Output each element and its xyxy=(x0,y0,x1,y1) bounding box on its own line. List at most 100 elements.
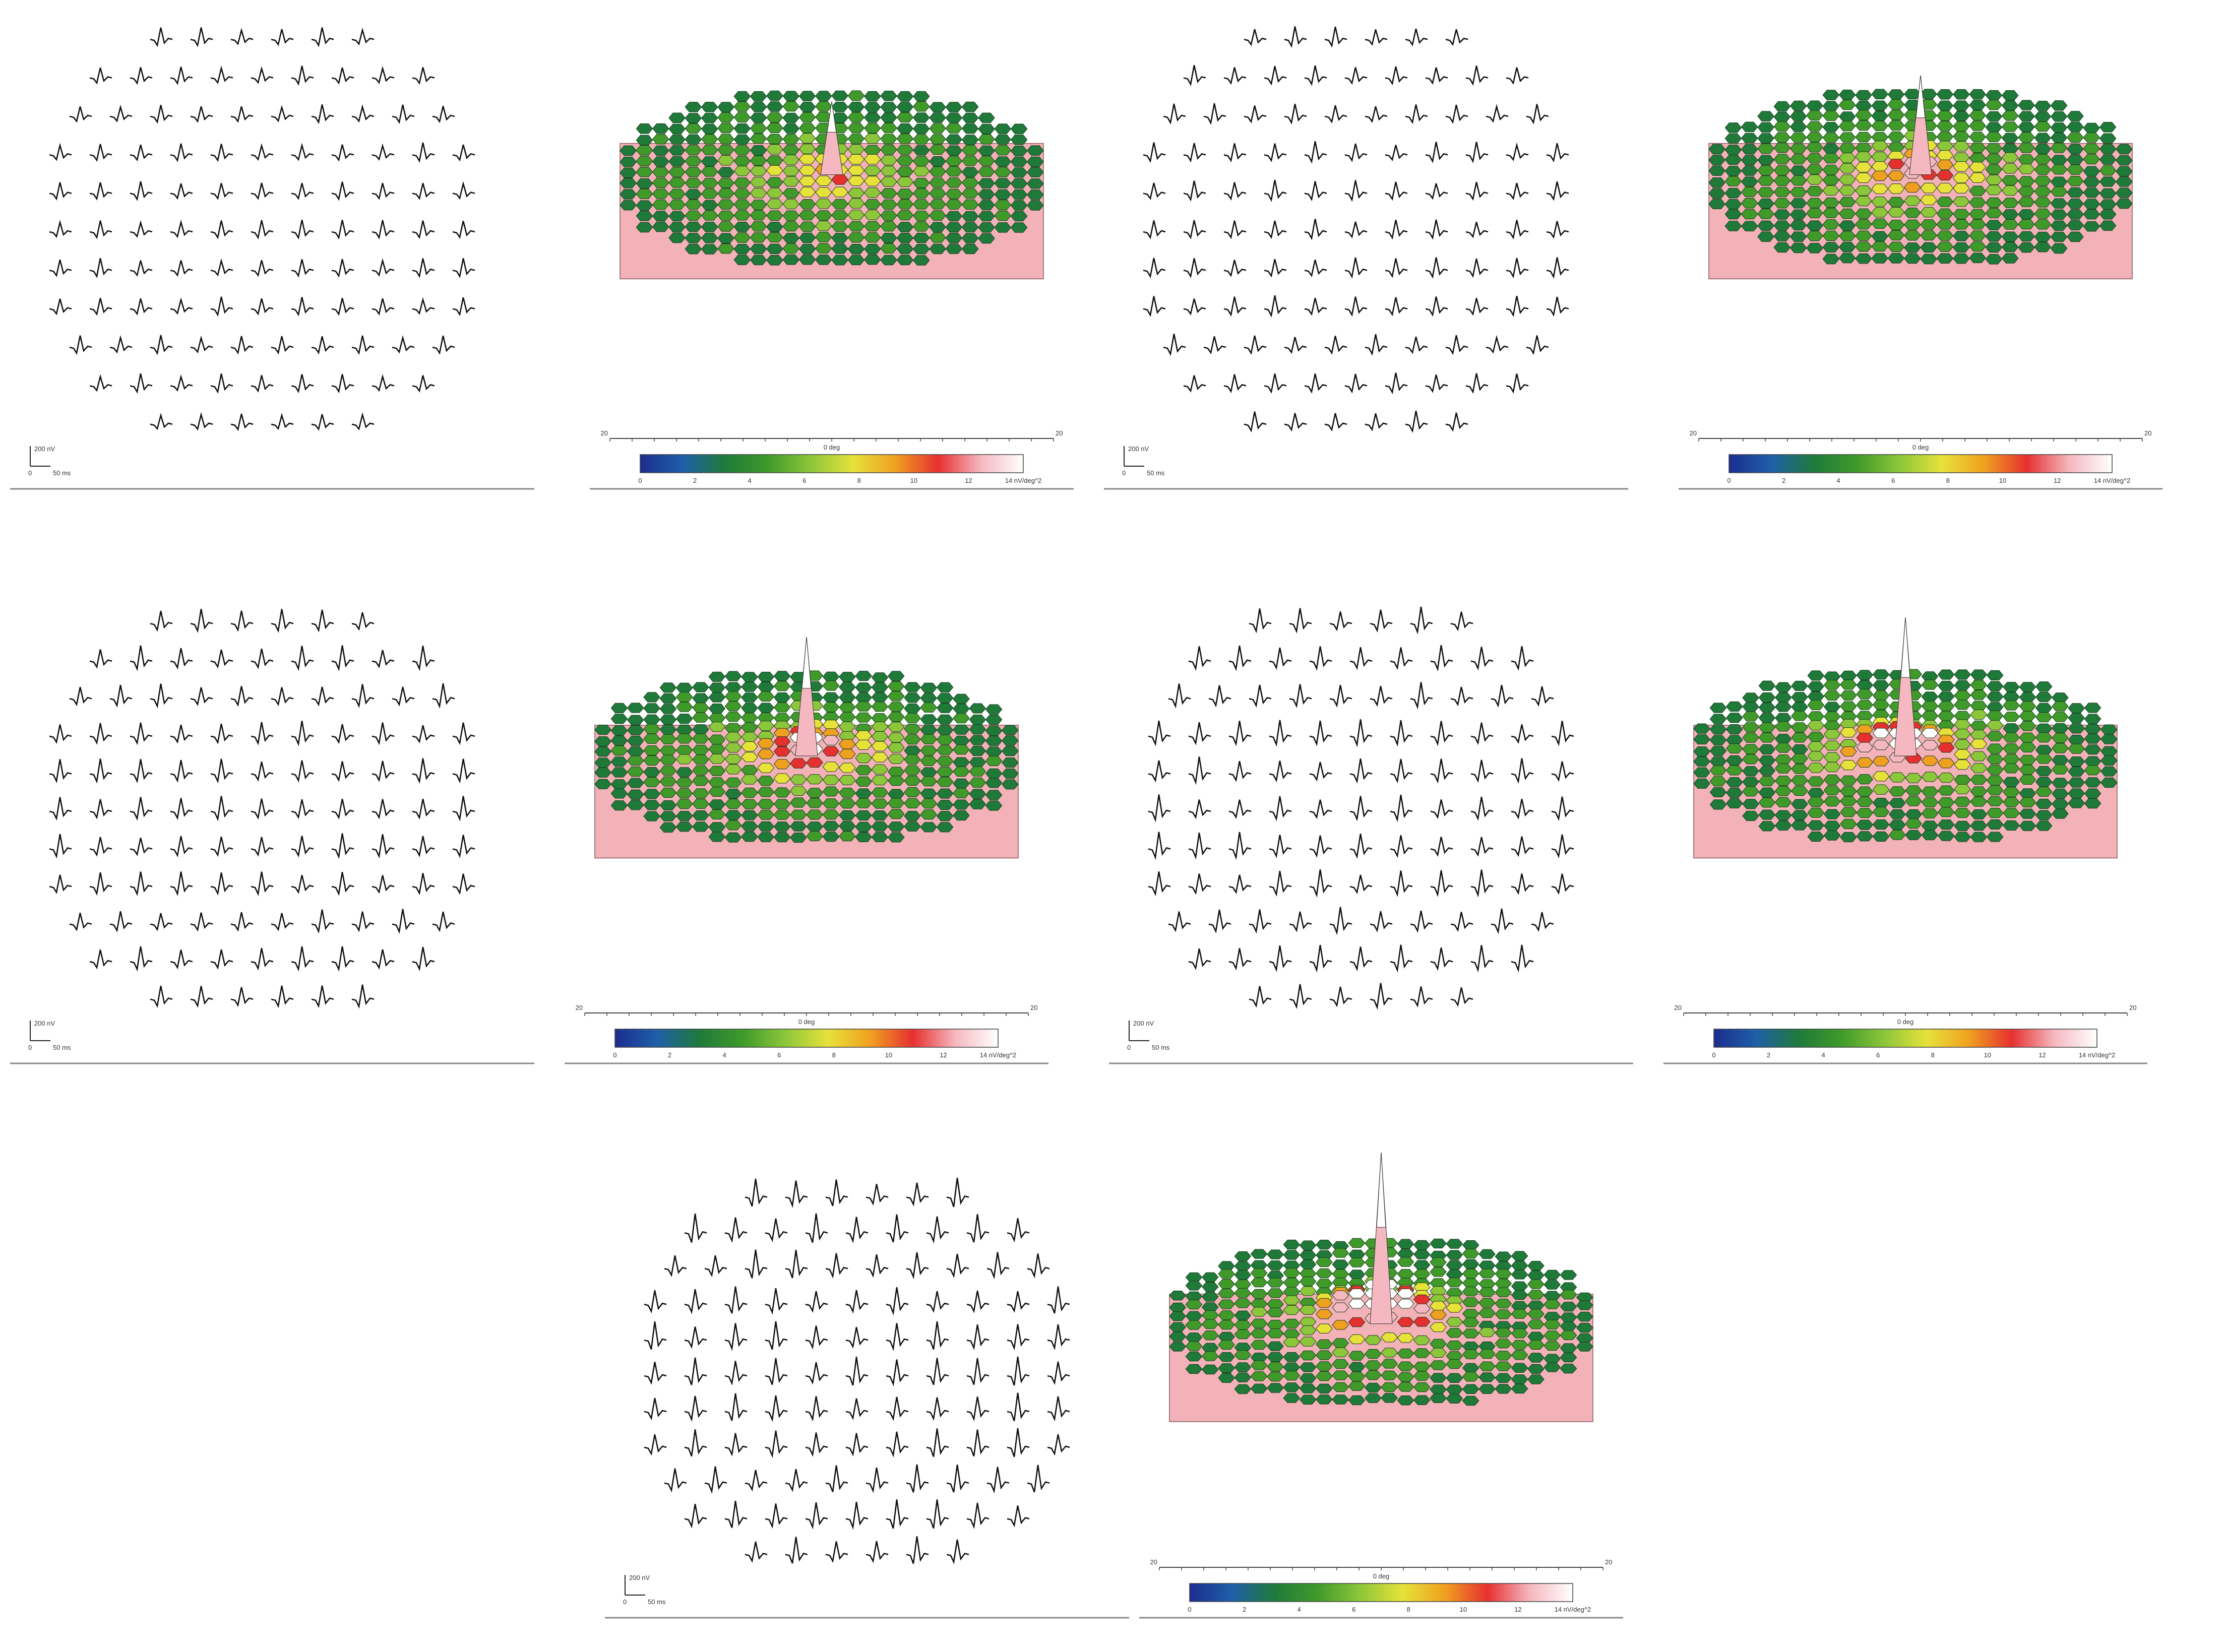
surface-cell xyxy=(978,145,995,156)
surface-cell xyxy=(1757,209,1774,219)
waveform-trace xyxy=(1506,295,1529,317)
surface-cell xyxy=(863,254,881,265)
surface-cell xyxy=(1954,784,1971,794)
surface-cell xyxy=(594,736,611,747)
waveform-trace xyxy=(251,220,274,239)
surface-cell xyxy=(1365,1382,1382,1393)
surface-cell xyxy=(855,712,872,723)
colorbar-tick-label: 8 xyxy=(1946,477,1950,484)
surface-cell xyxy=(1789,209,1807,220)
surface-cell xyxy=(668,134,686,145)
surface-cell xyxy=(1725,713,1743,723)
surface-cell xyxy=(1773,101,1791,112)
surface-cell xyxy=(708,786,726,797)
surface-cell xyxy=(773,799,791,809)
surface-cell xyxy=(1725,724,1743,735)
surface-cell xyxy=(1299,1250,1317,1260)
colorbar-unit-label: 14 nV/deg^2 xyxy=(980,1051,1017,1059)
surface-cell xyxy=(2050,111,2068,122)
surface-cell xyxy=(2116,176,2133,187)
surface-cell xyxy=(675,777,693,788)
waveform-trace xyxy=(89,68,112,85)
waveform-trace xyxy=(170,260,193,277)
waveform-trace xyxy=(1284,413,1307,432)
waveform-trace xyxy=(89,298,112,316)
surface-cell xyxy=(920,776,938,787)
colorbar-unit-label: 14 nV/deg^2 xyxy=(1555,1606,1591,1613)
waveform-trace xyxy=(251,947,274,971)
colorbar-tick-label: 12 xyxy=(2038,1051,2046,1059)
surface-cell xyxy=(822,692,840,703)
surface-cell xyxy=(1936,89,1954,100)
surface-cell xyxy=(1871,89,1889,99)
surface-cell xyxy=(1332,1382,1349,1392)
surface-cell xyxy=(1250,1249,1268,1259)
surface-cell xyxy=(757,763,775,773)
waveform-trace xyxy=(1304,141,1327,164)
waveform-trace xyxy=(906,1536,929,1564)
surface-cell xyxy=(1807,776,1825,787)
surface-cell xyxy=(847,90,865,101)
waveform-trace xyxy=(372,374,395,392)
surface-cell xyxy=(936,714,954,725)
surface-cell xyxy=(692,712,709,723)
surface-cell xyxy=(2052,808,2069,819)
surface-cell xyxy=(766,134,783,145)
surface-cell xyxy=(1952,242,1970,253)
surface-cell xyxy=(1838,252,1856,264)
waveform-trace xyxy=(1511,873,1534,895)
surface-cell xyxy=(2101,766,2118,777)
surface-cell xyxy=(659,754,677,765)
surface-cell xyxy=(1806,132,1823,143)
surface-cell xyxy=(822,702,840,713)
surface-cell xyxy=(2083,199,2101,209)
surface-cell xyxy=(1954,680,1971,690)
colorbar-tick-label: 2 xyxy=(1243,1606,1246,1613)
surface-cell xyxy=(1742,692,1759,703)
surface-cell xyxy=(1806,100,1823,111)
surface-cell xyxy=(1970,710,1988,720)
waveform-trace xyxy=(170,648,193,670)
waveform-trace xyxy=(1506,67,1529,85)
waveform-trace xyxy=(1365,334,1388,356)
surface-cell xyxy=(1937,669,1955,680)
surface-cell xyxy=(1921,755,1939,766)
colorbar-tick-label: 6 xyxy=(1876,1051,1880,1059)
surface-cell xyxy=(1838,220,1856,231)
surface-cell xyxy=(741,713,758,723)
colorbar-tick-label: 12 xyxy=(1514,1606,1521,1613)
surface-cell xyxy=(636,178,653,189)
waveform-trace xyxy=(825,1179,848,1206)
surface-cell xyxy=(717,144,734,155)
waveform-trace xyxy=(1445,29,1468,46)
surface-cell xyxy=(880,102,897,112)
surface-cell xyxy=(1332,1259,1349,1269)
waveform-trace xyxy=(926,1321,949,1350)
surface-cell xyxy=(1920,99,1937,110)
surface-cell xyxy=(1985,90,2003,101)
surface-cell xyxy=(675,682,693,693)
surface-cell xyxy=(1871,241,1889,252)
surface-cell xyxy=(1234,1251,1252,1261)
waveform-trace xyxy=(130,871,153,897)
waveform-trace xyxy=(966,1214,990,1243)
waveform-trace xyxy=(1551,873,1574,895)
surface-cell xyxy=(896,222,914,232)
waveform-trace xyxy=(745,1470,768,1492)
surface-cell xyxy=(945,134,963,145)
colorbar-tick-label: 12 xyxy=(965,477,972,484)
surface-cell xyxy=(1413,1303,1431,1314)
surface-cell xyxy=(1855,172,1872,183)
surface-cell xyxy=(871,741,889,751)
waveform-trace xyxy=(1370,983,1393,1010)
surface-cell xyxy=(880,210,897,221)
surface-cell xyxy=(2083,154,2101,165)
waveform-trace xyxy=(291,646,314,671)
waveform-trace xyxy=(49,834,72,859)
waveform-trace xyxy=(331,872,354,896)
surface-cell xyxy=(929,112,946,123)
waveform-trace xyxy=(1264,220,1287,239)
colorbar-tick-label: 10 xyxy=(1984,1051,1991,1059)
waveform-trace xyxy=(785,1537,808,1564)
surface-cell xyxy=(985,790,1003,800)
